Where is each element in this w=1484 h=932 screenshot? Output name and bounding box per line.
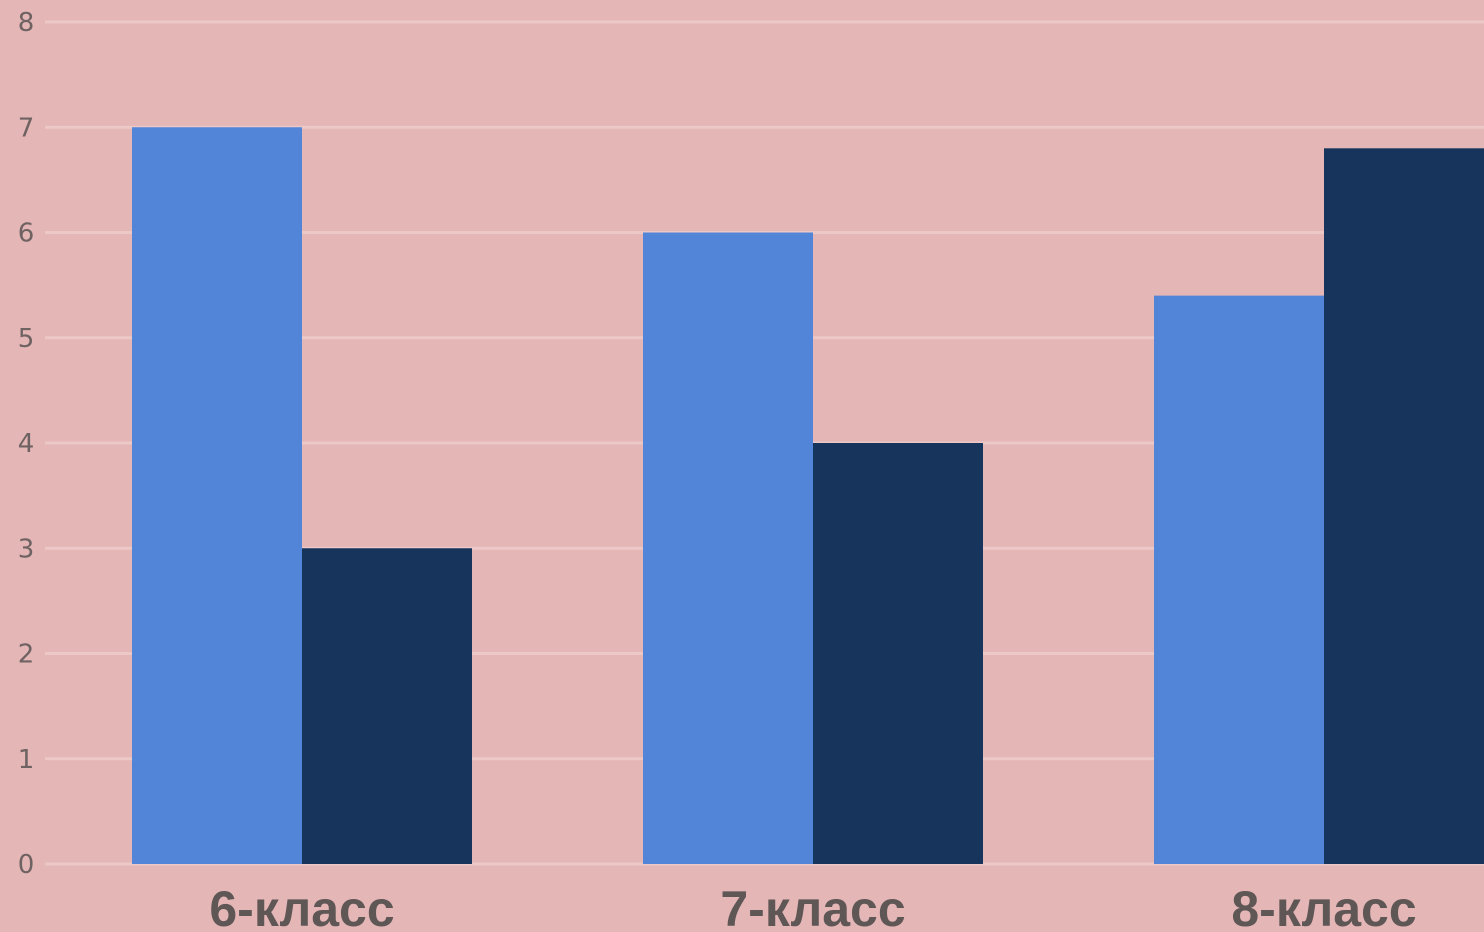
x-tick-label: 6-класс (209, 881, 394, 932)
y-tick-label: 1 (18, 745, 35, 775)
y-tick-label: 6 (18, 219, 35, 249)
y-tick-label: 3 (18, 534, 35, 564)
y-axis-ticks: 0 1 2 3 4 5 6 7 8 (18, 8, 35, 880)
y-tick-label: 4 (18, 429, 35, 459)
bar-series-1-1 (132, 127, 302, 864)
y-tick-label: 2 (18, 640, 35, 670)
y-tick-label: 0 (18, 850, 35, 880)
x-tick-label: 8-класс (1231, 881, 1416, 932)
bar-series-2-3 (1324, 148, 1484, 865)
y-tick-label: 7 (18, 113, 35, 143)
y-tick-label: 5 (18, 324, 35, 354)
y-tick-label: 8 (18, 8, 35, 38)
bar-series-2-2 (813, 443, 983, 864)
bar-series-1-2 (643, 232, 813, 864)
x-axis-ticks: 6-класс 7-класс 8-класс (209, 881, 1416, 932)
bar-series-1-3 (1154, 295, 1324, 864)
bar-series-2-1 (302, 548, 472, 864)
x-tick-label: 7-класс (720, 881, 905, 932)
bars (132, 127, 1484, 865)
